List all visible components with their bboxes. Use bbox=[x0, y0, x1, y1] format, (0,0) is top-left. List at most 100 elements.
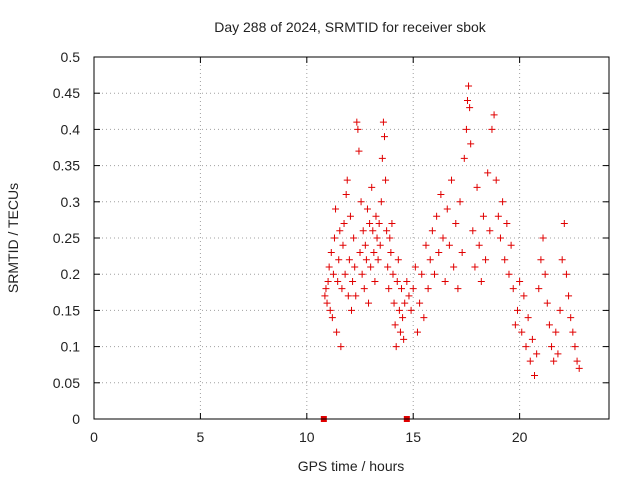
data-point bbox=[490, 111, 498, 119]
data-point bbox=[369, 227, 377, 235]
data-point bbox=[548, 343, 556, 351]
data-point bbox=[322, 285, 330, 293]
data-point bbox=[558, 256, 566, 264]
data-point bbox=[520, 292, 528, 300]
data-point bbox=[439, 234, 447, 242]
data-point bbox=[426, 256, 434, 264]
data-point bbox=[422, 241, 430, 249]
data-point bbox=[507, 241, 515, 249]
data-point bbox=[339, 241, 347, 249]
data-point bbox=[411, 263, 419, 271]
data-point bbox=[435, 248, 443, 256]
x-axis-label: GPS time / hours bbox=[298, 458, 405, 474]
data-point bbox=[420, 314, 428, 322]
y-tick-label: 0.05 bbox=[53, 375, 80, 391]
data-point bbox=[366, 220, 374, 228]
data-point bbox=[399, 314, 407, 322]
data-point bbox=[348, 306, 355, 314]
data-point bbox=[531, 372, 539, 380]
y-tick-label: 0 bbox=[72, 411, 80, 427]
data-point bbox=[367, 263, 375, 271]
y-axis-label: SRMTID / TECUs bbox=[5, 183, 21, 293]
data-point bbox=[386, 234, 394, 242]
data-point bbox=[344, 292, 352, 300]
data-point bbox=[545, 321, 553, 329]
y-tick-label: 0.25 bbox=[53, 230, 80, 246]
data-point bbox=[424, 285, 432, 293]
data-point bbox=[535, 285, 543, 293]
data-point bbox=[467, 140, 475, 148]
data-point bbox=[385, 285, 393, 293]
x-tick-label: 20 bbox=[512, 429, 528, 445]
y-tick-label: 0.4 bbox=[61, 121, 81, 137]
data-point bbox=[407, 306, 415, 314]
data-point bbox=[365, 299, 373, 307]
data-point bbox=[450, 263, 458, 271]
data-point bbox=[575, 364, 583, 372]
data-point bbox=[400, 335, 408, 343]
data-point bbox=[443, 205, 451, 213]
data-point bbox=[355, 147, 363, 155]
data-point bbox=[562, 270, 570, 278]
data-point bbox=[356, 248, 364, 256]
data-point bbox=[496, 234, 504, 242]
data-point bbox=[456, 198, 464, 206]
data-point bbox=[330, 234, 338, 242]
data-point bbox=[377, 198, 385, 206]
data-point bbox=[475, 241, 483, 249]
data-point bbox=[541, 270, 549, 278]
data-point bbox=[388, 220, 396, 228]
data-point bbox=[518, 328, 526, 336]
data-point bbox=[387, 248, 395, 256]
y-tick-label: 0.45 bbox=[53, 85, 80, 101]
data-point bbox=[505, 270, 513, 278]
x-tick-label: 5 bbox=[197, 429, 205, 445]
data-point bbox=[509, 285, 517, 293]
data-point bbox=[371, 277, 379, 285]
data-point bbox=[390, 299, 398, 307]
data-point bbox=[389, 270, 397, 278]
data-point bbox=[409, 285, 417, 293]
data-point bbox=[452, 220, 460, 228]
data-point bbox=[384, 263, 392, 271]
data-point bbox=[437, 191, 445, 199]
x-tick-label: 0 bbox=[90, 429, 98, 445]
data-point bbox=[433, 212, 441, 220]
data-point bbox=[328, 314, 336, 322]
data-point bbox=[469, 227, 477, 235]
x-tick-label: 10 bbox=[299, 429, 315, 445]
data-point bbox=[345, 256, 353, 264]
data-point bbox=[395, 306, 403, 314]
data-point bbox=[370, 248, 378, 256]
data-point bbox=[349, 277, 357, 285]
data-point bbox=[394, 256, 402, 264]
data-point bbox=[327, 248, 335, 256]
data-point bbox=[503, 220, 511, 228]
chart-title: Day 288 of 2024, SRMTID for receiver sbo… bbox=[214, 19, 487, 35]
data-point bbox=[416, 299, 424, 307]
data-point bbox=[391, 321, 399, 329]
data-point bbox=[358, 270, 366, 278]
data-point bbox=[484, 169, 492, 177]
data-point bbox=[350, 234, 358, 242]
data-point bbox=[550, 357, 558, 365]
data-point bbox=[537, 256, 545, 264]
data-point bbox=[430, 270, 438, 278]
data-point bbox=[368, 183, 376, 191]
y-tick-label: 0.2 bbox=[61, 266, 81, 282]
data-point bbox=[571, 343, 579, 351]
data-point bbox=[462, 125, 470, 133]
y-tick-label: 0.5 bbox=[61, 49, 81, 65]
y-tick-label: 0.35 bbox=[53, 158, 80, 174]
data-point bbox=[458, 248, 466, 256]
data-point bbox=[323, 299, 331, 307]
data-point bbox=[418, 270, 426, 278]
data-point bbox=[379, 118, 387, 126]
data-point bbox=[499, 198, 507, 206]
data-point bbox=[501, 256, 509, 264]
data-point bbox=[533, 350, 541, 358]
data-point bbox=[335, 256, 343, 264]
data-point bbox=[441, 277, 449, 285]
data-point bbox=[471, 263, 479, 271]
